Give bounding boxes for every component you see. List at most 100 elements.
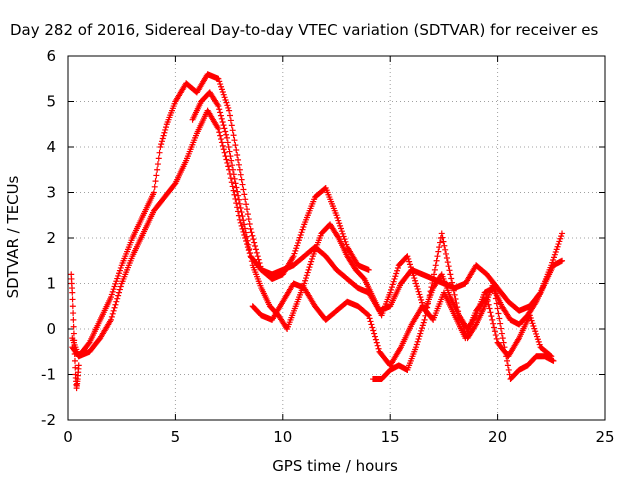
data-point bbox=[242, 196, 249, 203]
data-point bbox=[412, 280, 419, 287]
data-point bbox=[388, 286, 395, 293]
data-point bbox=[221, 149, 228, 156]
data-point bbox=[257, 263, 264, 270]
data-point bbox=[228, 179, 235, 186]
data-point bbox=[151, 183, 158, 190]
y-tick-label: 6 bbox=[46, 47, 56, 65]
data-point bbox=[75, 362, 82, 369]
y-axis-label: SDTVAR / TECUs bbox=[4, 175, 22, 298]
x-tick-label: 15 bbox=[381, 428, 400, 446]
data-point bbox=[431, 271, 438, 278]
data-point bbox=[85, 340, 92, 347]
data-point bbox=[486, 305, 493, 312]
data-point bbox=[249, 232, 256, 239]
data-point bbox=[408, 266, 415, 273]
data-point bbox=[334, 214, 341, 221]
data-point bbox=[370, 327, 377, 334]
data-point bbox=[248, 254, 255, 261]
data-point bbox=[554, 243, 561, 250]
data-point bbox=[219, 89, 226, 96]
data-point bbox=[217, 81, 224, 88]
data-point bbox=[225, 163, 232, 170]
plot-frame bbox=[67, 55, 606, 421]
data-point bbox=[553, 246, 560, 253]
series-1 bbox=[69, 71, 372, 360]
data-point bbox=[412, 277, 419, 284]
data-point bbox=[420, 319, 427, 326]
data-point bbox=[218, 139, 225, 146]
data-point bbox=[240, 186, 247, 193]
data-point bbox=[490, 280, 497, 287]
data-point bbox=[232, 142, 239, 149]
data-point bbox=[418, 325, 425, 332]
data-point bbox=[444, 259, 451, 266]
data-point bbox=[222, 96, 229, 103]
data-point bbox=[533, 333, 540, 340]
data-point bbox=[371, 333, 378, 340]
data-point bbox=[302, 277, 309, 284]
data-point bbox=[114, 295, 121, 302]
data-point bbox=[107, 294, 114, 301]
x-tick-label: 25 bbox=[595, 428, 614, 446]
data-point bbox=[215, 75, 222, 82]
data-point bbox=[226, 148, 233, 155]
y-tick-label: 5 bbox=[46, 93, 56, 111]
data-point bbox=[426, 292, 433, 299]
data-point bbox=[375, 345, 382, 352]
data-point bbox=[339, 230, 346, 237]
data-point bbox=[252, 242, 259, 249]
data-point bbox=[109, 288, 116, 295]
y-tick-label: 1 bbox=[46, 275, 56, 293]
data-point bbox=[225, 104, 232, 111]
data-point bbox=[216, 106, 223, 113]
data-point bbox=[233, 147, 240, 154]
data-point bbox=[235, 196, 242, 203]
x-axis-label: GPS time / hours bbox=[272, 457, 398, 475]
data-point bbox=[245, 216, 252, 223]
x-tick-label: 20 bbox=[488, 428, 507, 446]
data-point bbox=[451, 291, 458, 298]
y-tick-label: 2 bbox=[46, 229, 56, 247]
data-point bbox=[449, 283, 456, 290]
data-point bbox=[535, 338, 542, 345]
data-point bbox=[416, 333, 423, 340]
data-point bbox=[229, 162, 236, 169]
data-point bbox=[528, 317, 535, 324]
data-point bbox=[112, 301, 119, 308]
data-point bbox=[290, 253, 297, 260]
data-point bbox=[111, 283, 118, 290]
data-point bbox=[551, 251, 558, 258]
data-point bbox=[111, 304, 118, 311]
data-point bbox=[437, 239, 444, 246]
data-point bbox=[413, 283, 420, 290]
data-point bbox=[529, 320, 536, 327]
data-point bbox=[227, 175, 234, 182]
data-point bbox=[428, 284, 435, 291]
data-point bbox=[294, 242, 301, 249]
data-point bbox=[308, 258, 315, 265]
data-point bbox=[218, 136, 225, 143]
y-tick-label: 4 bbox=[46, 138, 56, 156]
data-point bbox=[341, 236, 348, 243]
data-point bbox=[413, 341, 420, 348]
data-point bbox=[491, 324, 498, 331]
data-point bbox=[406, 261, 413, 268]
data-point bbox=[107, 316, 114, 323]
data-point bbox=[251, 239, 258, 246]
data-point bbox=[441, 242, 448, 249]
data-point bbox=[394, 265, 401, 272]
data-point bbox=[309, 255, 316, 262]
data-point bbox=[248, 258, 255, 265]
data-point bbox=[387, 289, 394, 296]
data-point bbox=[453, 300, 460, 307]
data-point bbox=[334, 233, 341, 240]
data-point bbox=[70, 330, 77, 337]
data-point bbox=[393, 270, 400, 277]
data-point bbox=[407, 264, 414, 271]
y-tick-label: -1 bbox=[41, 366, 56, 384]
data-point bbox=[434, 253, 441, 260]
data-point bbox=[235, 192, 242, 199]
data-point bbox=[505, 366, 512, 373]
data-point bbox=[223, 156, 230, 163]
data-point bbox=[491, 328, 498, 335]
